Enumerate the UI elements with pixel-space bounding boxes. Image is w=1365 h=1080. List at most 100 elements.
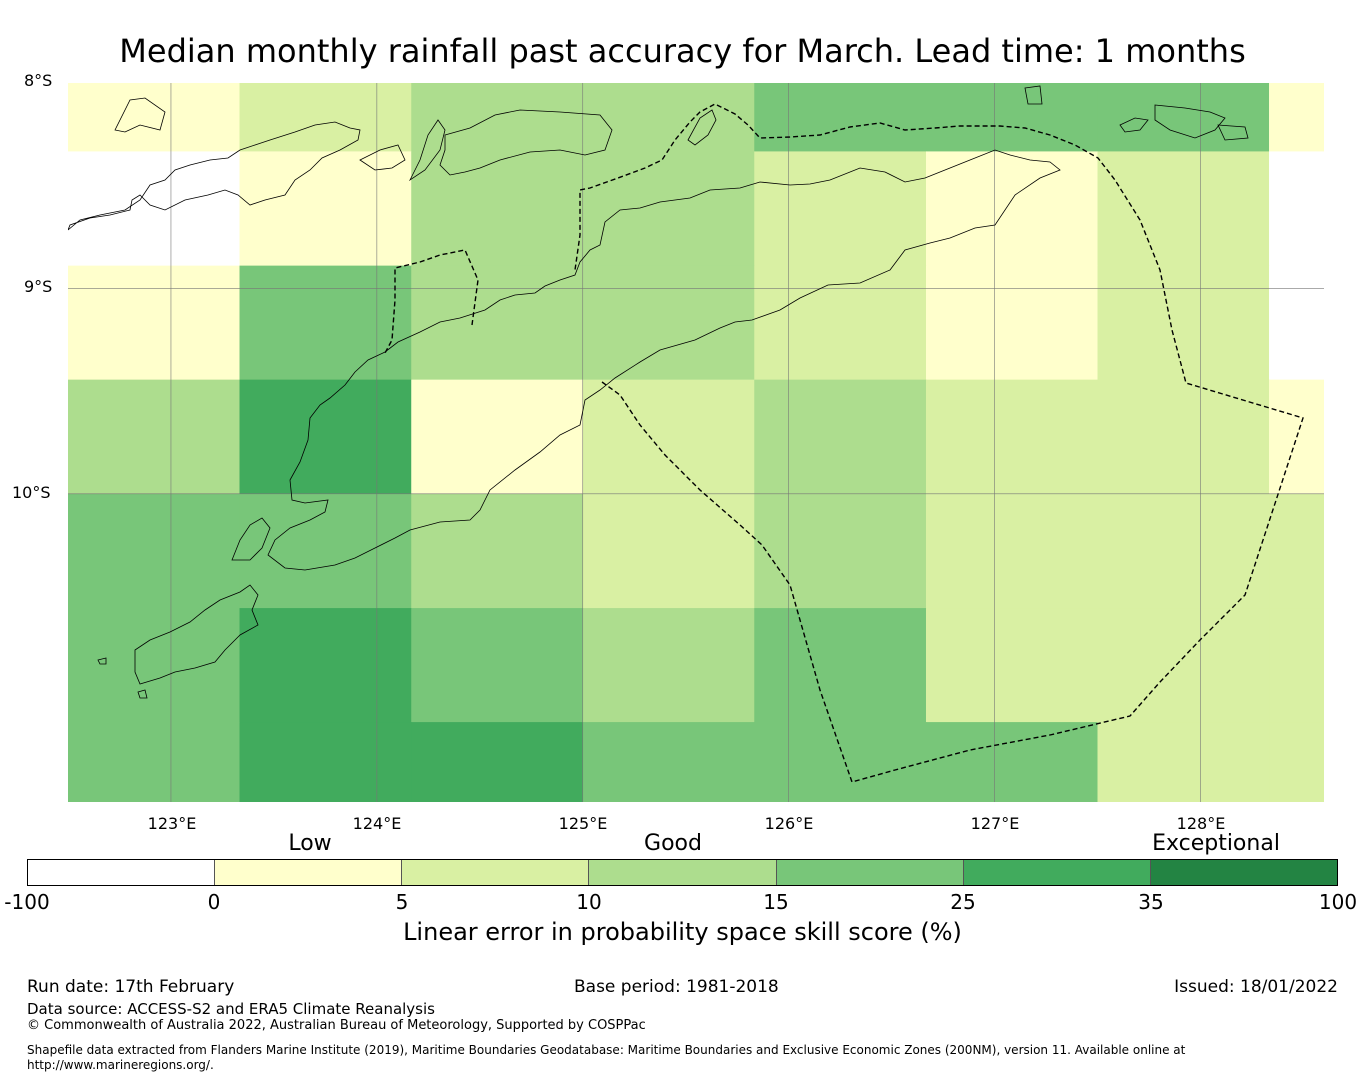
issued-date: Issued: 18/01/2022 bbox=[1174, 977, 1338, 997]
skill-cell bbox=[754, 151, 927, 267]
skill-cell bbox=[68, 379, 241, 495]
tier-label-exceptional: Exceptional bbox=[1152, 831, 1280, 856]
colorbar-label: Linear error in probability space skill … bbox=[403, 918, 962, 946]
skill-cell bbox=[925, 265, 1099, 381]
skill-cell bbox=[411, 608, 584, 723]
skill-cell bbox=[754, 722, 927, 802]
colorbar-tick: 100 bbox=[1318, 890, 1358, 914]
lon-label-124e: 124°E bbox=[352, 814, 402, 833]
skill-cell bbox=[68, 493, 241, 609]
lon-label-126e: 126°E bbox=[764, 814, 814, 833]
skill-cell bbox=[754, 608, 927, 723]
skill-cell bbox=[925, 493, 1099, 609]
kisar-coastline bbox=[1119, 117, 1149, 133]
skill-cell bbox=[754, 493, 927, 609]
skill-cell bbox=[1097, 83, 1270, 152]
skill-cell bbox=[239, 722, 412, 802]
skill-cell bbox=[68, 83, 241, 152]
romang-coastline bbox=[1217, 124, 1249, 141]
shapefile-credit: Shapefile data extracted from Flanders M… bbox=[27, 1043, 1186, 1072]
skill-cell bbox=[582, 493, 755, 609]
colorbar-segment-15-25 bbox=[776, 860, 964, 885]
skill-cell bbox=[411, 493, 584, 609]
skill-cell bbox=[1097, 722, 1270, 802]
data-source: Data source: ACCESS-S2 and ERA5 Climate … bbox=[27, 1000, 435, 1018]
skill-cell bbox=[1097, 608, 1270, 723]
colorbar-tick: -100 bbox=[4, 890, 50, 914]
skill-cell bbox=[582, 151, 755, 267]
lat-label-9s: 9°S bbox=[24, 277, 53, 296]
lat-label-8s: 8°S bbox=[24, 71, 53, 90]
skill-cell bbox=[754, 83, 927, 152]
skill-cell bbox=[1269, 722, 1324, 802]
chart-title: Median monthly rainfall past accuracy fo… bbox=[119, 32, 1246, 70]
wetar-coastline bbox=[1154, 104, 1226, 139]
skill-cell bbox=[411, 151, 584, 267]
skill-cell bbox=[239, 608, 412, 723]
skill-cell bbox=[925, 379, 1099, 495]
skill-map bbox=[68, 83, 1324, 802]
skill-cell bbox=[239, 265, 412, 381]
skill-cell bbox=[411, 379, 584, 495]
colorbar-segment-5-10 bbox=[402, 860, 590, 885]
skill-cell bbox=[1097, 265, 1270, 381]
skill-cell bbox=[582, 722, 755, 802]
colorbar-tick: 15 bbox=[763, 890, 789, 914]
tier-label-low: Low bbox=[288, 831, 332, 856]
skill-cell bbox=[582, 83, 755, 152]
colorbar-segment-neg100-0 bbox=[28, 860, 216, 885]
lat-label-10s: 10°S bbox=[12, 483, 51, 502]
adonara-coastline bbox=[359, 144, 406, 171]
skill-cell bbox=[239, 379, 412, 495]
timor-coastline bbox=[267, 149, 1061, 571]
skill-cell bbox=[1269, 151, 1324, 267]
colorbar bbox=[27, 859, 1338, 886]
skill-cell bbox=[1269, 493, 1324, 609]
lon-label-123e: 123°E bbox=[147, 814, 197, 833]
skill-cell bbox=[582, 379, 755, 495]
skill-cell bbox=[754, 379, 927, 495]
copyright: © Commonwealth of Australia 2022, Austra… bbox=[27, 1018, 646, 1033]
skill-cell bbox=[68, 265, 241, 381]
skill-cell bbox=[1097, 151, 1270, 267]
colorbar-tick: 0 bbox=[207, 890, 221, 914]
skill-cell bbox=[925, 722, 1099, 802]
skill-cell bbox=[582, 265, 755, 381]
skill-cell bbox=[1269, 265, 1324, 381]
colorbar-tick: 5 bbox=[395, 890, 409, 914]
skill-cell bbox=[411, 722, 584, 802]
skill-cell bbox=[582, 608, 755, 723]
solor-coastline bbox=[114, 97, 166, 133]
skill-cell bbox=[68, 722, 241, 802]
skill-cell bbox=[1269, 83, 1324, 152]
skill-cell bbox=[925, 83, 1099, 152]
colorbar-segment-35-100 bbox=[1150, 860, 1337, 885]
colorbar-tick: 35 bbox=[1138, 890, 1164, 914]
alor-coastline bbox=[439, 109, 613, 176]
colorbar-segment-10-15 bbox=[589, 860, 777, 885]
ndao-coastline bbox=[97, 657, 107, 665]
lon-label-127e: 127°E bbox=[970, 814, 1020, 833]
skill-cell bbox=[239, 151, 412, 267]
colorbar-segment-0-5 bbox=[215, 860, 403, 885]
lon-label-125e: 125°E bbox=[558, 814, 608, 833]
eez-boundary-oecusse bbox=[384, 249, 479, 354]
skill-cell bbox=[68, 151, 241, 267]
pantar-coastline bbox=[408, 119, 446, 182]
skill-cell bbox=[925, 151, 1099, 267]
colorbar-segment-25-35 bbox=[963, 860, 1151, 885]
lon-label-128e: 128°E bbox=[1176, 814, 1226, 833]
rote-coastline bbox=[134, 584, 259, 685]
skill-cell bbox=[1097, 493, 1270, 609]
base-period: Base period: 1981-2018 bbox=[574, 977, 779, 997]
liran-coastline bbox=[1024, 85, 1043, 105]
skill-cell bbox=[1269, 608, 1324, 723]
skill-cell bbox=[754, 265, 927, 381]
tier-label-good: Good bbox=[644, 831, 702, 856]
semau-coastline bbox=[231, 517, 271, 561]
dana-coastline bbox=[137, 689, 148, 699]
atauro-coastline bbox=[687, 109, 717, 146]
skill-cell bbox=[68, 608, 241, 723]
skill-cell bbox=[925, 608, 1099, 723]
flores-coastline bbox=[68, 121, 361, 231]
